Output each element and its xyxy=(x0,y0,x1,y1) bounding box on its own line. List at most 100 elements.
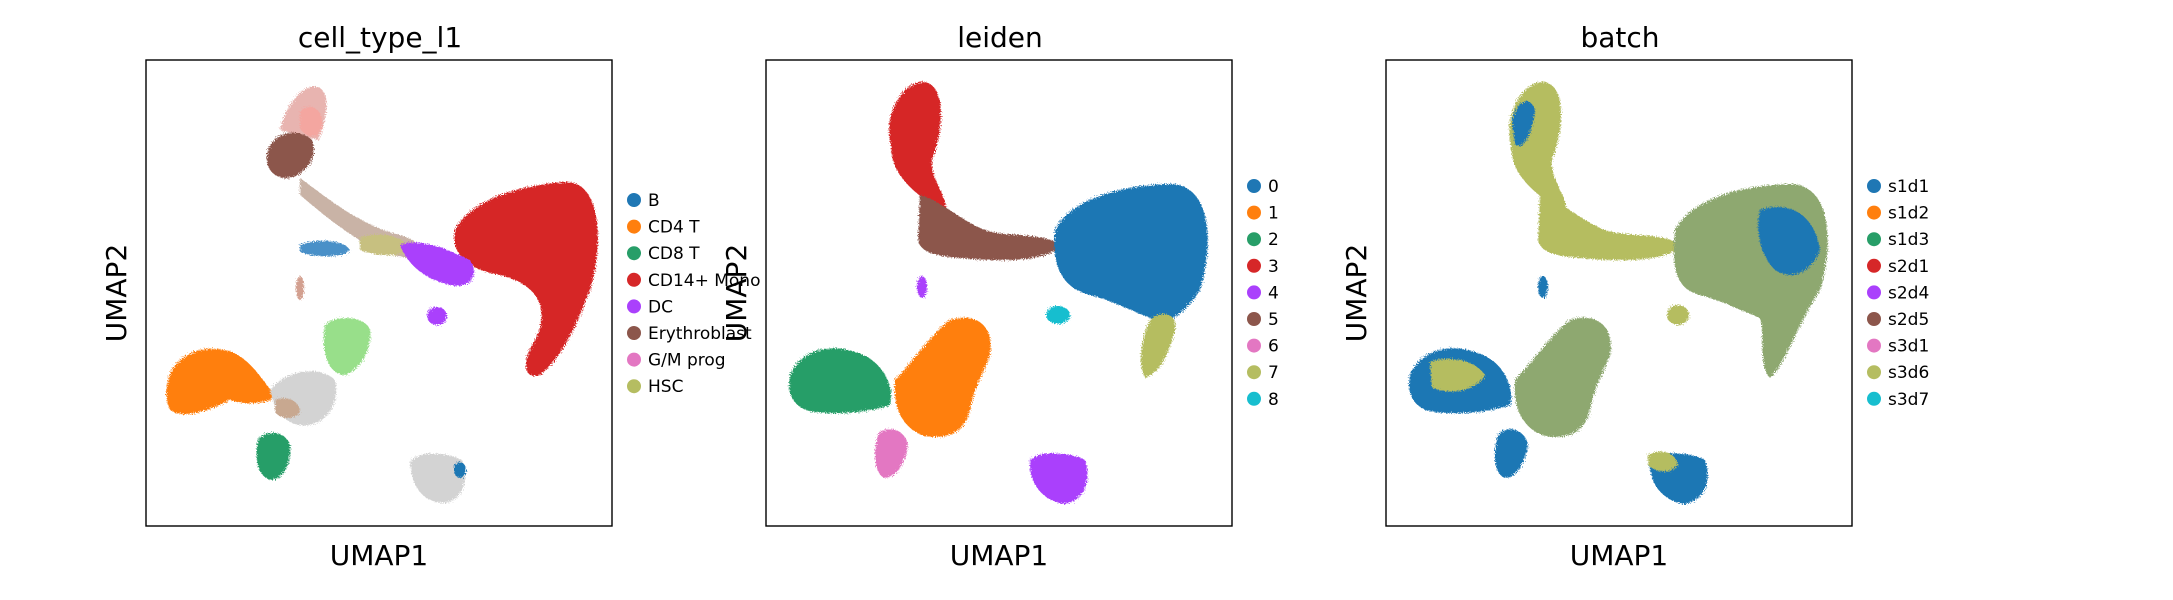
legend-label: s1d2 xyxy=(1888,204,1929,224)
legend-marker xyxy=(627,379,641,394)
legend-marker xyxy=(1867,179,1881,193)
legend-marker xyxy=(1247,312,1261,326)
panel-batch: batch UMAP1 UMAP2 s1d1 s1d2 s1d3 s2d1 s2d4 s2… xyxy=(1340,21,1929,572)
cluster-cd4-t xyxy=(166,348,275,415)
region-center xyxy=(1514,317,1611,437)
cluster-4-small xyxy=(917,276,927,298)
legend-label: Erythroblast xyxy=(648,324,752,344)
cluster-dc xyxy=(400,242,474,286)
legend-marker xyxy=(1247,179,1261,193)
legend-label: G/M prog xyxy=(648,351,726,371)
legend-label: 8 xyxy=(1268,390,1279,410)
cluster-b-small xyxy=(300,240,350,257)
x-axis-label: UMAP1 xyxy=(330,539,429,572)
legend-marker xyxy=(1247,365,1261,380)
embedding-points xyxy=(1409,81,1828,504)
legend-label: 5 xyxy=(1268,310,1279,330)
legend-label: s1d3 xyxy=(1888,230,1929,250)
region-small-blue xyxy=(1538,276,1548,298)
legend-label: s1d1 xyxy=(1888,177,1929,197)
legend-label: CD8 T xyxy=(648,244,700,264)
legend-marker xyxy=(1867,365,1881,380)
plot-frame xyxy=(765,59,1233,527)
legend-marker xyxy=(627,193,641,207)
y-axis-label: UMAP2 xyxy=(100,244,133,343)
region-top-branch xyxy=(1509,81,1566,211)
cluster-dc-small xyxy=(427,307,447,325)
legend-label: s2d1 xyxy=(1888,257,1929,277)
cluster-grey-bottom xyxy=(410,453,466,503)
legend-marker xyxy=(627,272,641,287)
y-axis-label: UMAP2 xyxy=(1340,244,1373,343)
legend-label: 2 xyxy=(1268,230,1279,250)
panel-leiden: leiden UMAP1 UMAP2 0 1 2 3 4 5 6 7 8 xyxy=(720,21,1279,572)
region-top-blue xyxy=(1512,101,1535,146)
region-left-olive xyxy=(1430,358,1485,392)
legend-label: 0 xyxy=(1268,177,1279,197)
cluster-tan xyxy=(275,398,300,418)
legend-marker xyxy=(1247,205,1261,220)
region-bottom-olive xyxy=(1648,451,1678,472)
legend-marker xyxy=(1867,232,1881,247)
cluster-4 xyxy=(1029,453,1088,504)
panel-title: leiden xyxy=(957,21,1043,54)
cluster-cd8-t xyxy=(256,433,291,480)
cluster-2 xyxy=(789,348,892,414)
legend-marker xyxy=(627,326,641,340)
panel-title: cell_type_l1 xyxy=(298,21,462,54)
legend: s1d1 s1d2 s1d3 s2d1 s2d4 s2d5 s3d1 s3d6 s3d7 xyxy=(1867,177,1929,410)
legend-marker xyxy=(1247,258,1261,273)
legend-label: DC xyxy=(648,297,673,317)
cluster-erythroblast xyxy=(266,132,314,179)
region-small-olive xyxy=(1667,305,1689,325)
legend-marker xyxy=(1247,391,1261,406)
legend-marker xyxy=(627,352,641,367)
legend-label: s2d4 xyxy=(1888,283,1929,303)
legend-label: HSC xyxy=(648,377,683,397)
legend-marker xyxy=(1247,232,1261,247)
cluster-small-scatter xyxy=(296,276,304,300)
region-center-lower xyxy=(1494,429,1528,478)
cluster-8 xyxy=(1046,306,1070,324)
panel-cell-type-l1: cell_type_l1 xyxy=(100,21,760,572)
plot-frame xyxy=(145,59,613,527)
cluster-1 xyxy=(894,317,991,437)
legend-marker xyxy=(1867,285,1881,300)
embedding-points xyxy=(166,86,598,503)
legend-marker xyxy=(1867,391,1881,406)
x-axis-label: UMAP1 xyxy=(1570,539,1669,572)
legend-label: CD14+ Mono xyxy=(648,271,760,291)
legend-marker xyxy=(1867,258,1881,273)
panel-title: batch xyxy=(1580,21,1659,54)
legend-marker xyxy=(627,219,641,234)
legend-marker xyxy=(627,246,641,261)
legend-label: 3 xyxy=(1268,257,1279,277)
cluster-7 xyxy=(1140,314,1176,378)
legend-marker xyxy=(1247,338,1261,353)
legend-marker xyxy=(1867,312,1881,326)
legend-label: s3d6 xyxy=(1888,363,1929,383)
cluster-cd14-mono xyxy=(454,181,598,376)
cluster-b-bottom xyxy=(454,462,466,478)
legend: B CD4 T CD8 T CD14+ Mono DC Erythroblast G/M p… xyxy=(627,191,760,397)
cluster-3 xyxy=(889,81,946,211)
legend-marker xyxy=(1867,338,1881,353)
cluster-grey xyxy=(270,371,337,426)
cluster-0 xyxy=(1054,184,1208,321)
plot-frame xyxy=(1385,59,1853,527)
embedding-points xyxy=(789,81,1208,504)
region-stream xyxy=(1538,195,1680,261)
legend-label: 4 xyxy=(1268,283,1279,303)
legend-marker xyxy=(1867,205,1881,220)
x-axis-label: UMAP1 xyxy=(950,539,1049,572)
legend-marker xyxy=(1247,285,1261,300)
legend: 0 1 2 3 4 5 6 7 8 xyxy=(1247,177,1279,410)
cluster-hsc xyxy=(360,234,410,256)
cluster-5 xyxy=(918,195,1060,261)
legend-label: 6 xyxy=(1268,337,1279,357)
cluster-erythroblast-light xyxy=(300,106,323,137)
legend-label: CD4 T xyxy=(648,218,700,238)
y-axis-label: UMAP2 xyxy=(720,244,753,343)
legend-label: 7 xyxy=(1268,363,1279,383)
